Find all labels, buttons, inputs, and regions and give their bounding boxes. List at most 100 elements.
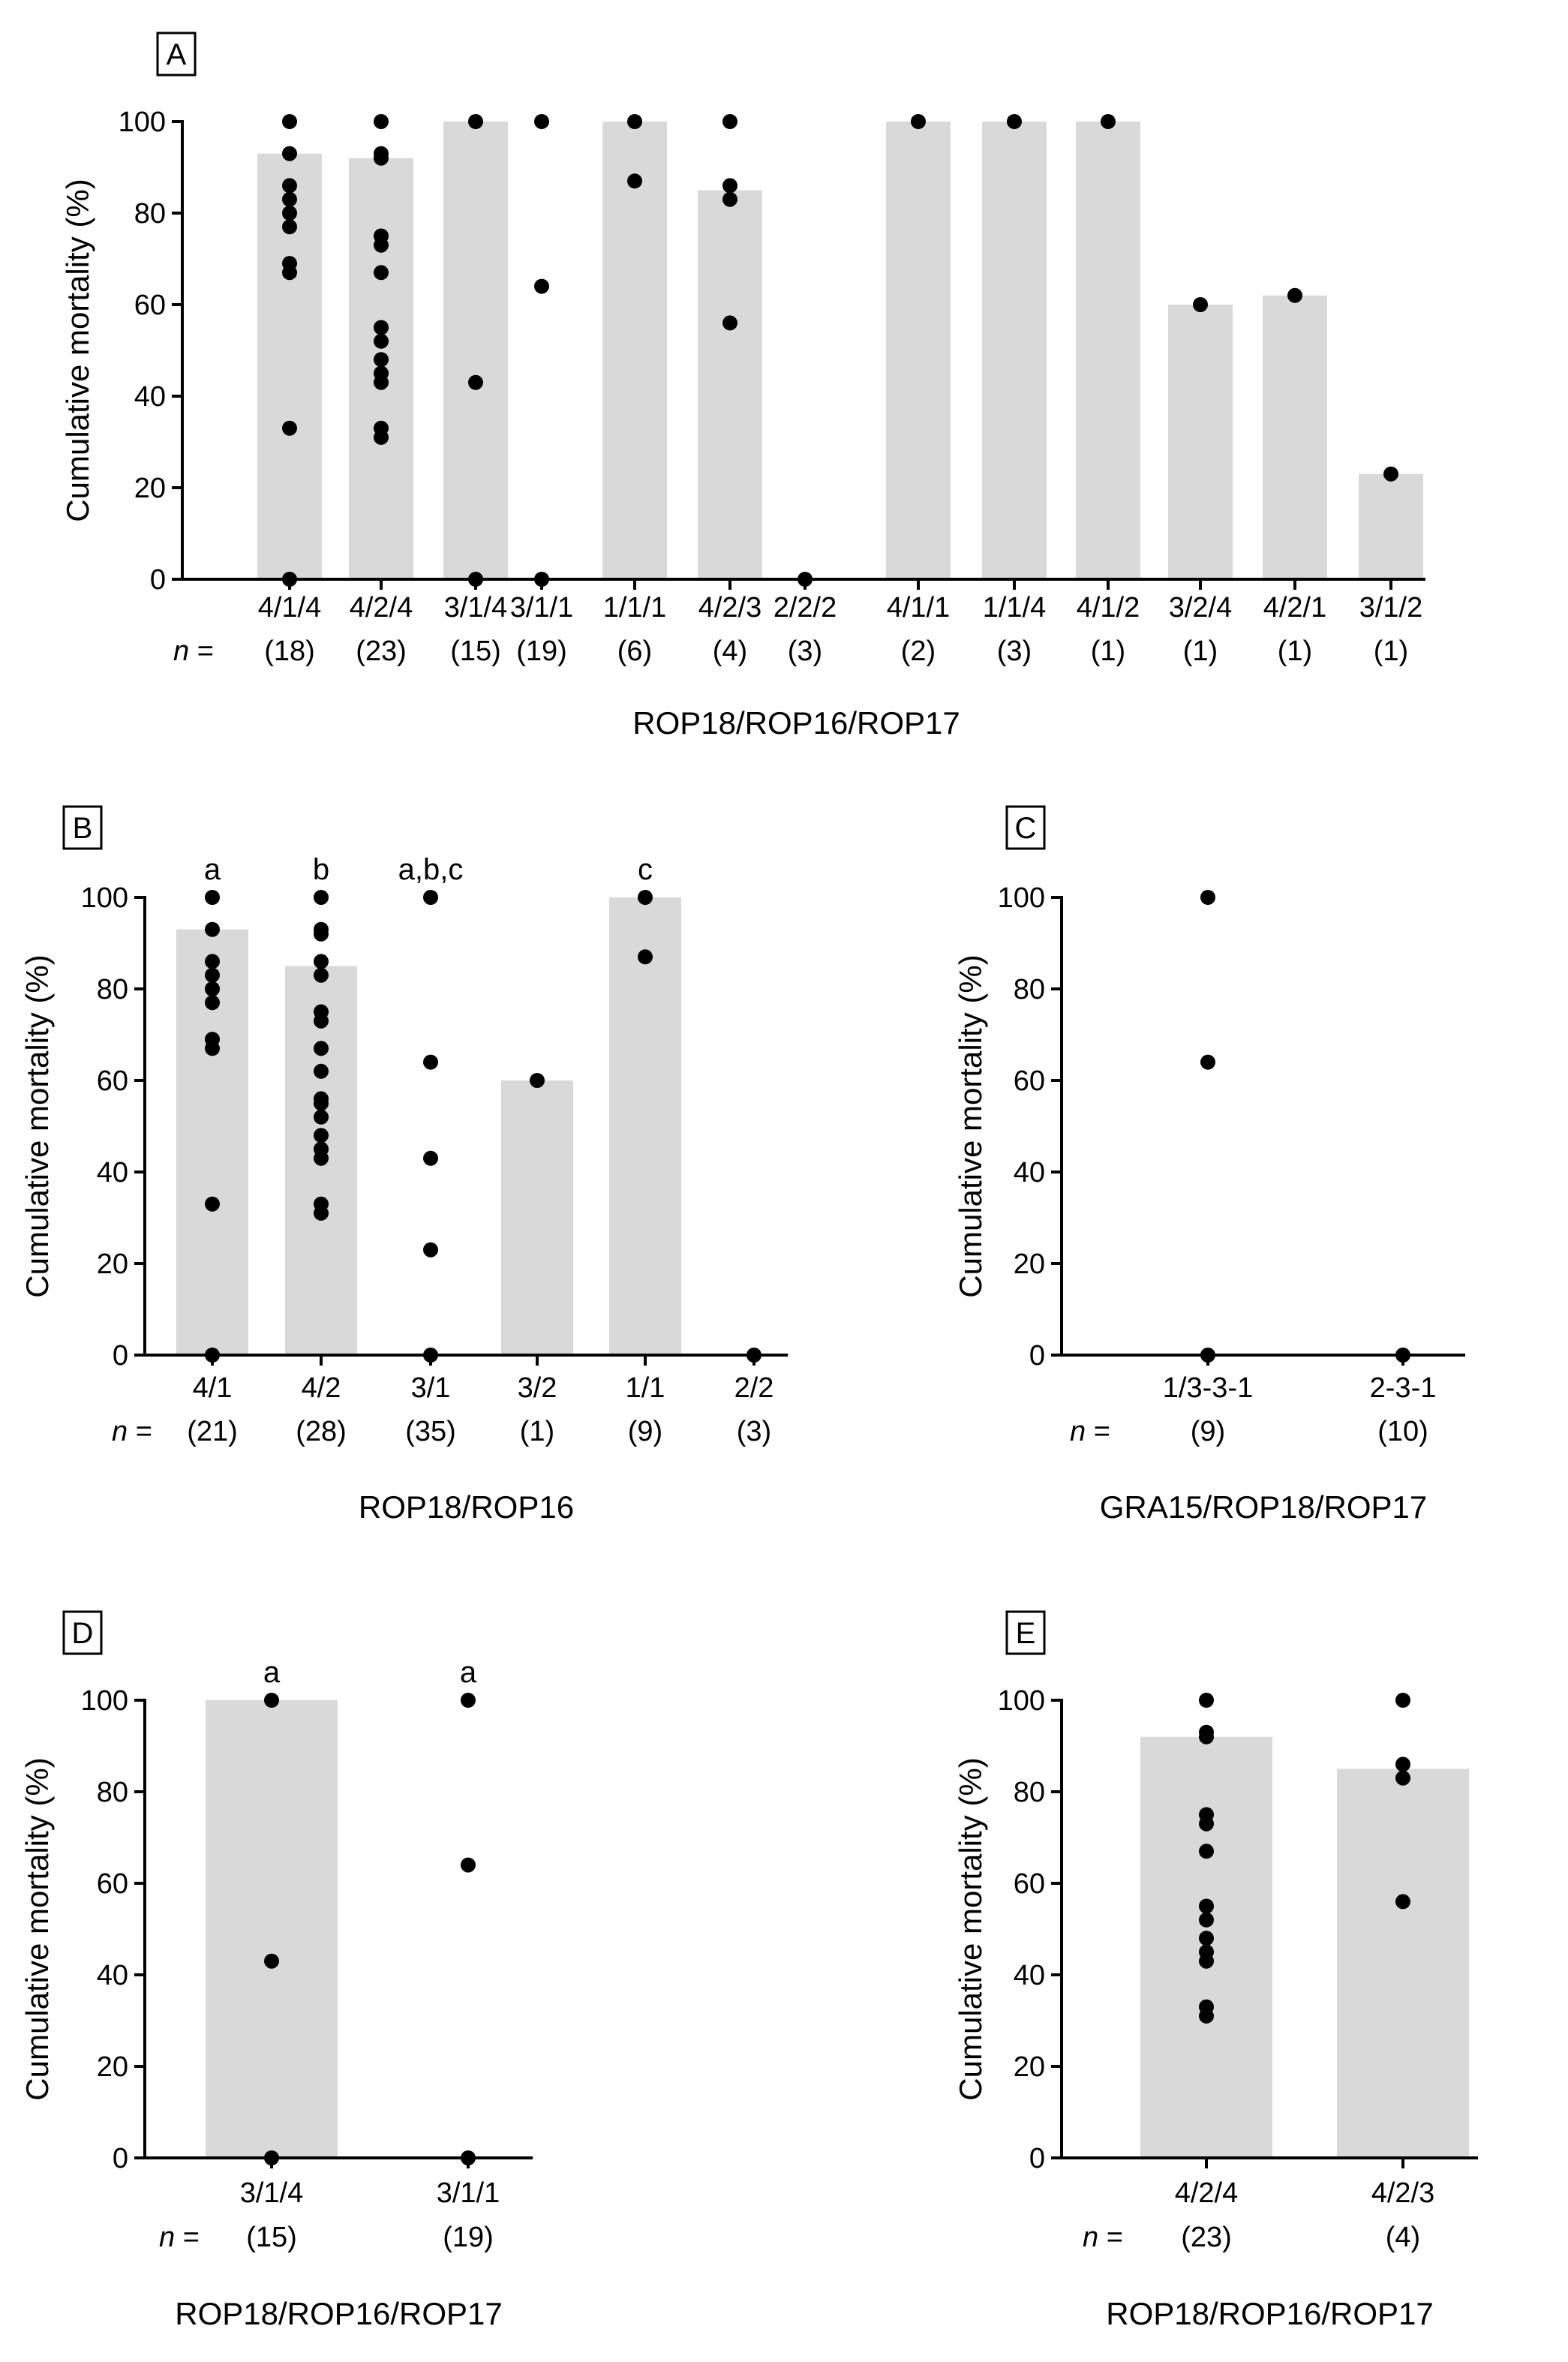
data-point (423, 1150, 438, 1166)
n-count-label: (35) (405, 1416, 456, 1447)
data-point (314, 967, 329, 983)
significance-label: a (460, 1656, 477, 1689)
data-point (468, 114, 483, 129)
y-tick-label: 100 (998, 882, 1045, 914)
chart-panel-c: C 0 20 40 60 80 100 1/3-3-1 (9) 2-3-1 (10) n = Cumul… (953, 805, 1465, 1525)
data-point (314, 1095, 329, 1111)
y-tick-label: 60 (97, 1065, 128, 1097)
bar-1/1 (609, 897, 681, 1355)
y-axis-title: Cumulative mortality (%) (20, 1757, 55, 2100)
data-point (423, 1348, 438, 1363)
data-point (1395, 1894, 1410, 1910)
data-point (314, 1205, 329, 1221)
data-point (461, 2150, 476, 2165)
data-point (264, 1953, 279, 1969)
y-tick-label: 0 (113, 1340, 128, 1372)
y-tick-label: 80 (1014, 974, 1045, 1005)
x-tick-label: 2/2/2 (773, 592, 837, 624)
bar-3/2 (501, 1080, 573, 1355)
data-point (534, 572, 549, 587)
x-tick-label: 4/2/1 (1263, 592, 1327, 624)
data-point (205, 890, 220, 905)
n-count-label: (1) (1374, 636, 1408, 667)
y-tick-label: 20 (1014, 1249, 1045, 1280)
data-point (314, 926, 329, 942)
data-point (423, 1242, 438, 1258)
data-point (282, 146, 297, 161)
y-tick-label: 40 (134, 381, 166, 413)
y-tick-label: 20 (97, 1249, 128, 1280)
y-tick-label: 100 (81, 1685, 128, 1717)
data-point (1199, 1898, 1214, 1914)
y-tick-label: 0 (113, 2143, 128, 2174)
data-point (282, 206, 297, 221)
x-tick-label: 1/1/1 (603, 592, 667, 624)
x-tick-label: 3/2/4 (1169, 592, 1233, 624)
data-point (314, 954, 329, 969)
data-point (638, 890, 653, 905)
n-count-label: (3) (788, 636, 822, 667)
bar-1/1/1 (602, 122, 667, 579)
significance-label: a (204, 853, 221, 886)
x-axis-title: ROP18/ROP16 (359, 1489, 574, 1525)
significance-label: a (263, 1656, 281, 1689)
panel-label: B (73, 812, 93, 845)
data-point (205, 954, 220, 969)
x-axis-title: ROP18/ROP16/ROP17 (1106, 2296, 1434, 2331)
data-point (1287, 287, 1302, 303)
data-point (1199, 1844, 1214, 1859)
data-point (282, 572, 297, 587)
data-point (1199, 1953, 1214, 1969)
chart-panel-d: D 0 20 40 60 80 100 3/1/4 (15) 3/1/1 (19) n = a a Cumu… (20, 1610, 534, 2331)
y-tick-label: 40 (1014, 1960, 1045, 1991)
data-point (468, 374, 483, 390)
bar-3/1/4 (206, 1700, 338, 2158)
data-point (1200, 1054, 1215, 1070)
y-tick-label: 60 (134, 290, 166, 321)
y-tick-label: 40 (1014, 1157, 1045, 1189)
y-tick-label: 20 (134, 473, 166, 504)
n-count-label: (18) (264, 636, 315, 667)
y-tick-label: 80 (1014, 1777, 1045, 1808)
data-point (638, 949, 653, 965)
n-count-label: (23) (356, 636, 407, 667)
x-tick-label: 3/1/4 (240, 2177, 304, 2209)
y-tick-label: 100 (998, 1685, 1045, 1717)
data-point (722, 178, 737, 194)
y-tick-label: 40 (97, 1157, 128, 1189)
x-axis-title: ROP18/ROP16/ROP17 (632, 705, 960, 741)
data-point (911, 114, 926, 129)
x-tick-label: 3/1/2 (1359, 592, 1423, 624)
panel-label: E (1016, 1617, 1036, 1650)
x-tick-label: 4/2/4 (1175, 2177, 1239, 2209)
n-prefix: n = (173, 636, 214, 667)
n-count-label: (19) (516, 636, 567, 667)
x-tick-label: 3/1/4 (444, 592, 508, 624)
data-point (314, 1041, 329, 1056)
data-point (282, 265, 297, 281)
data-point (1199, 1693, 1214, 1708)
n-count-label: (4) (713, 636, 747, 667)
data-point (1193, 297, 1208, 312)
n-prefix: n = (112, 1416, 152, 1447)
data-point (264, 1693, 279, 1708)
significance-label: a,b,c (398, 853, 464, 886)
data-point (205, 1348, 220, 1363)
n-count-label: (1) (520, 1416, 554, 1447)
data-point (314, 1128, 329, 1143)
n-count-label: (1) (1091, 636, 1125, 667)
data-point (1199, 1729, 1214, 1744)
data-point (722, 191, 737, 207)
data-point (1007, 114, 1022, 129)
x-tick-label: 4/1 (193, 1372, 233, 1404)
bar-3/2/4 (1168, 305, 1233, 579)
n-prefix: n = (1070, 1416, 1110, 1447)
data-point (722, 315, 737, 331)
data-point (1395, 1348, 1410, 1363)
n-count-label: (1) (1278, 636, 1312, 667)
data-point (1395, 1693, 1410, 1708)
bar-4/2/1 (1263, 295, 1327, 579)
x-tick-label: 4/1/4 (258, 592, 322, 624)
n-count-label: (3) (997, 636, 1032, 667)
bar-4/2/3 (698, 190, 762, 579)
